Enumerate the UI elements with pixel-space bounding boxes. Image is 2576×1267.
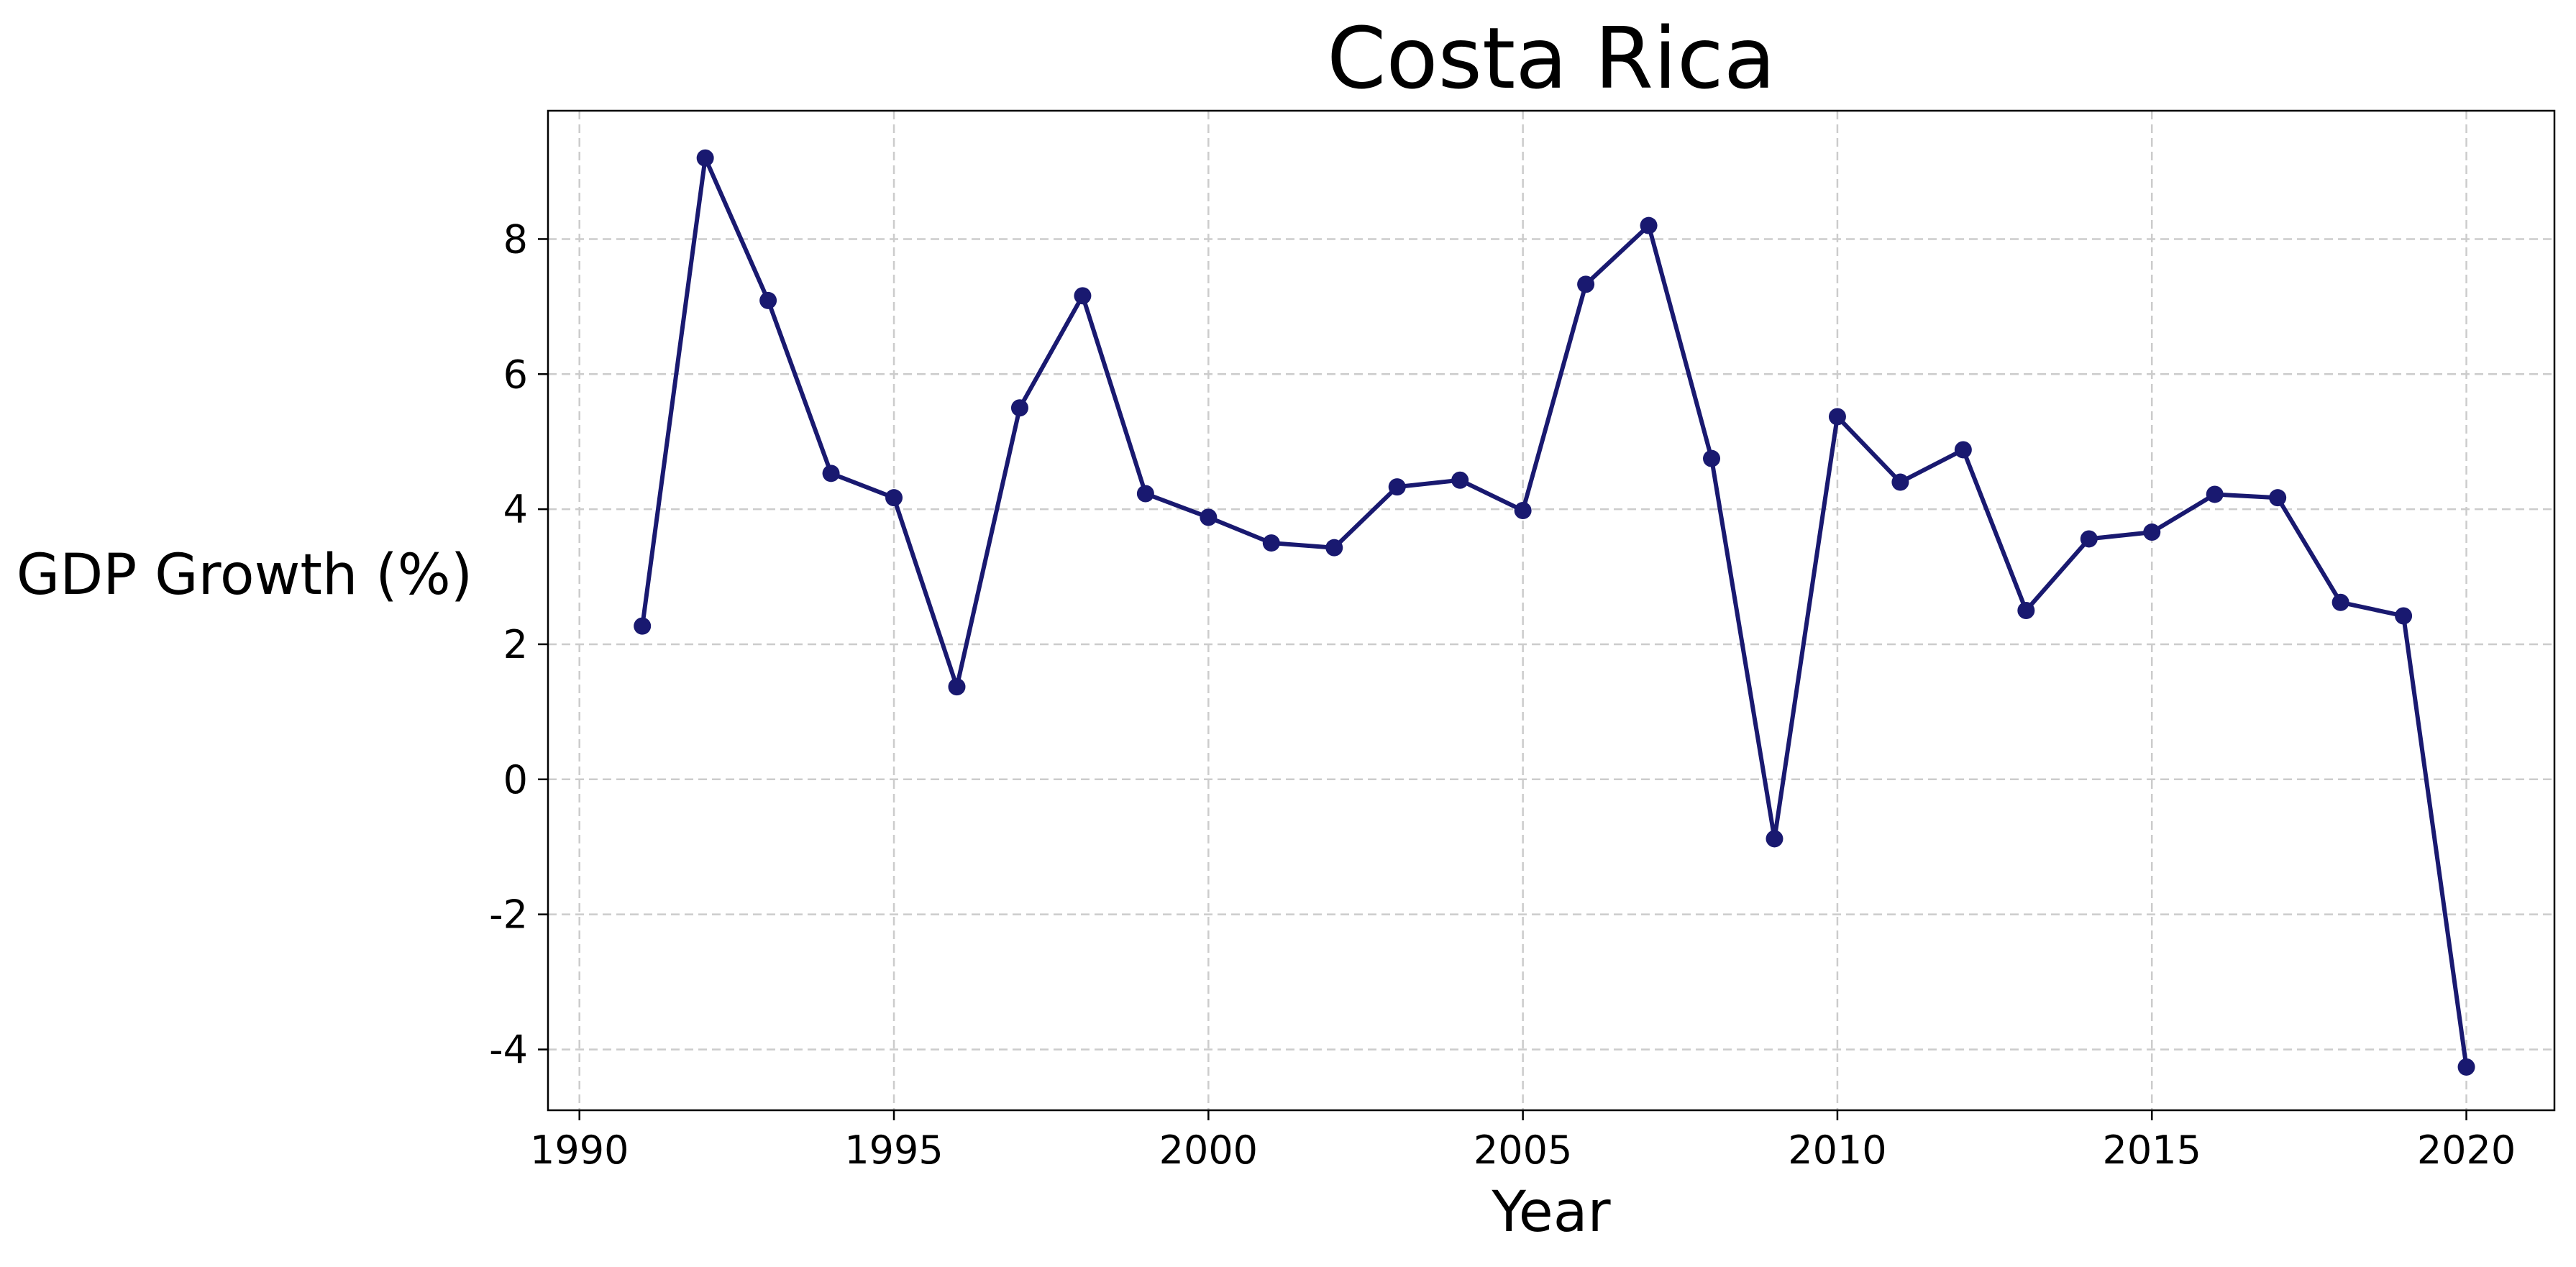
y-tick-label: 6: [503, 352, 528, 397]
data-point: [1010, 399, 1028, 417]
x-tick-label: 1990: [530, 1128, 629, 1173]
data-point: [2269, 489, 2287, 507]
data-point: [1325, 539, 1343, 557]
y-tick-label: 8: [503, 216, 528, 262]
y-tick-label: -4: [489, 1027, 528, 1072]
x-tick-label: 1995: [844, 1128, 943, 1173]
data-point: [822, 465, 840, 482]
data-point: [2331, 593, 2349, 611]
data-point: [759, 291, 777, 309]
series-gdp-growth: [634, 149, 2475, 1076]
grid: [548, 111, 2554, 1110]
data-point: [1451, 471, 1469, 489]
data-point: [1828, 408, 1846, 426]
y-tick-label: 2: [503, 622, 528, 667]
data-point: [1640, 216, 1658, 234]
data-point: [696, 149, 714, 167]
data-point: [948, 678, 966, 696]
data-point: [1136, 485, 1154, 503]
data-point: [1577, 275, 1595, 293]
data-point: [1891, 473, 1909, 491]
data-point: [2206, 485, 2224, 503]
data-point: [1262, 534, 1280, 552]
x-tick-label: 2000: [1159, 1128, 1258, 1173]
x-tick-label: 2015: [2103, 1128, 2201, 1173]
data-point: [2395, 607, 2413, 625]
y-tick-label: 0: [503, 757, 528, 802]
x-axis-title: Year: [1491, 1180, 1611, 1245]
data-point: [1074, 287, 1092, 305]
data-point: [1514, 502, 1532, 519]
chart-title: Costa Rica: [1327, 9, 1776, 108]
data-point: [634, 617, 652, 635]
data-point: [885, 489, 903, 507]
data-point: [1954, 441, 1972, 459]
series-line: [640, 155, 2469, 1069]
data-point: [2143, 523, 2161, 541]
data-point: [1766, 830, 1783, 848]
x-tick-label: 2020: [2417, 1128, 2516, 1173]
x-tick-label: 2005: [1474, 1128, 1572, 1173]
data-point: [2080, 530, 2098, 548]
data-point: [1388, 478, 1406, 496]
data-point: [1703, 449, 1721, 467]
axis-ticks: 1990 1995 2000 2005 2010 2015 2020 -4 -2 0 2 4 6 8: [489, 216, 2516, 1173]
x-tick-label: 2010: [1788, 1128, 1886, 1173]
data-point: [1200, 508, 1218, 526]
plot-area-frame: [547, 109, 2556, 1112]
y-tick-label: 4: [503, 487, 528, 532]
y-tick-label: -2: [489, 892, 528, 938]
data-point: [2457, 1058, 2475, 1076]
data-point: [2017, 602, 2035, 619]
y-axis-title: GDP Growth (%): [17, 543, 472, 608]
